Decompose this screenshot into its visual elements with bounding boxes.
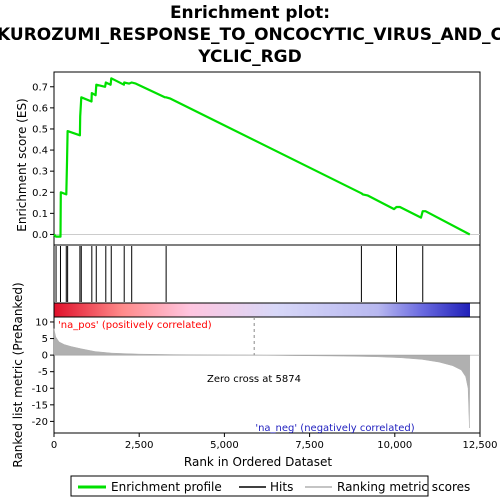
legend-enrichment-label: Enrichment profile — [111, 480, 222, 494]
na-pos-annotation: 'na_pos' (positively correlated) — [58, 320, 212, 331]
chart-title-line-2: KUROZUMI_RESPONSE_TO_ONCOCYTIC_VIRUS_AND… — [0, 25, 500, 45]
es-y-tick-label: 0.7 — [32, 82, 48, 93]
metric-x-axis: 0 2,500 5,000 7,500 10,000 12,500 — [51, 433, 498, 451]
metric-y-tick-label: 10 — [35, 317, 48, 328]
es-y-tick-label: 0.4 — [32, 146, 48, 157]
enrichment-profile-line — [53, 77, 471, 238]
legend-frame — [70, 475, 429, 497]
es-y-tick-label: 0.0 — [32, 230, 48, 241]
es-y-tick-label: 0.2 — [32, 188, 48, 199]
metric-y-tick-label: -20 — [32, 417, 48, 428]
na-neg-annotation: 'na_neg' (negatively correlated) — [255, 423, 414, 434]
metric-x-tick-label: 12,500 — [463, 440, 498, 451]
zero-cross-annotation: Zero cross at 5874 — [207, 374, 301, 385]
metric-y-tick-label: -5 — [38, 367, 48, 378]
hits-panel-frame — [53, 244, 481, 304]
es-y-axis: 0.0 0.1 0.2 0.3 0.4 0.5 0.6 0.7 — [32, 82, 54, 241]
metric-x-tick-label: 10,000 — [377, 440, 412, 451]
enrichment-profile-layer — [53, 77, 480, 238]
metric-y-axis-label: Ranked list metric (PreRanked) — [11, 282, 25, 467]
metric-y-tick-label: -10 — [32, 384, 48, 395]
metric-x-axis-label: Rank in Ordered Dataset — [184, 455, 332, 469]
es-y-axis-label: Enrichment score (ES) — [15, 98, 29, 231]
metric-y-tick-label: 5 — [42, 334, 48, 345]
metric-y-axis: 10 5 0 -5 -10 -15 -20 — [32, 317, 54, 428]
legend: Enrichment profile Hits Ranking metric s… — [70, 475, 470, 497]
metric-y-tick-label: 0 — [42, 351, 48, 362]
chart-title-line-1: Enrichment plot: — [170, 3, 330, 23]
es-y-tick-label: 0.5 — [32, 124, 48, 135]
es-y-tick-label: 0.6 — [32, 103, 48, 114]
ranking-metric-layer — [53, 328, 480, 429]
metric-x-tick-label: 0 — [51, 440, 57, 451]
metric-panel-frame — [53, 316, 481, 434]
metric-x-tick-label: 7,500 — [295, 440, 324, 451]
legend-metric-label: Ranking metric scores — [337, 480, 470, 494]
legend-hits-label: Hits — [270, 480, 293, 494]
metric-x-tick-label: 5,000 — [210, 440, 239, 451]
metric-y-tick-label: -15 — [32, 400, 48, 411]
es-panel-frame — [53, 71, 481, 246]
chart-title-line-3: YCLIC_RGD — [197, 47, 301, 67]
hits-layer — [55, 246, 424, 302]
rank-color-bar — [53, 302, 481, 318]
es-y-tick-label: 0.1 — [32, 209, 48, 220]
es-y-tick-label: 0.3 — [32, 167, 48, 178]
metric-x-tick-label: 2,500 — [125, 440, 154, 451]
